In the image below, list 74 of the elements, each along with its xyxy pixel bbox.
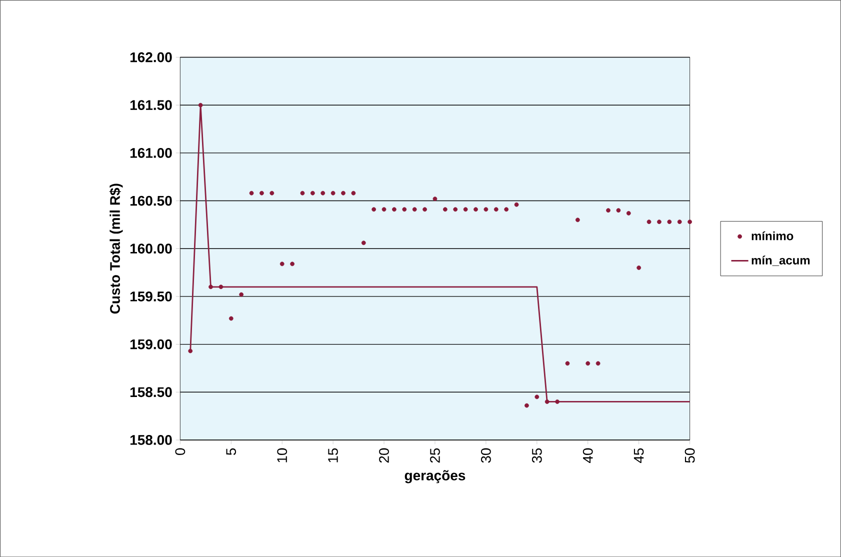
- point: [280, 262, 284, 266]
- point: [677, 220, 682, 224]
- point: [422, 207, 427, 212]
- point: [290, 262, 294, 266]
- point: [208, 284, 213, 289]
- point: [484, 207, 488, 212]
- y-tick-label: 158.50: [130, 387, 172, 397]
- x-tick-label: 0: [175, 448, 186, 455]
- x-tick-label: 40: [582, 448, 593, 463]
- x-tick-label: 5: [226, 448, 236, 455]
- y-tick-label: 161.00: [130, 148, 172, 158]
- point: [596, 361, 600, 366]
- x-tick-label: 35: [532, 448, 542, 463]
- point: [432, 196, 438, 201]
- point: [198, 102, 203, 108]
- point: [442, 207, 448, 212]
- legend-label: mín_acum: [752, 256, 810, 266]
- y-tick-label: 160.00: [130, 244, 172, 254]
- point: [688, 220, 692, 224]
- point: [453, 207, 458, 212]
- x-tick-label: 10: [277, 448, 288, 462]
- legend-label: mínimo: [752, 231, 794, 240]
- point: [667, 220, 672, 224]
- point: [228, 316, 234, 321]
- x-axis-title: gerações: [404, 470, 466, 484]
- y-tick-label: 160.50: [130, 196, 172, 206]
- point: [320, 190, 326, 196]
- point: [494, 207, 498, 212]
- x-tick-label: 20: [379, 448, 389, 463]
- point: [310, 190, 315, 196]
- point: [636, 265, 642, 270]
- point: [555, 399, 560, 404]
- point: [534, 394, 540, 400]
- x-tick-label: 30: [480, 448, 491, 463]
- point: [514, 202, 519, 207]
- point: [270, 190, 274, 196]
- y-tick-label: 158.00: [130, 434, 172, 445]
- point: [249, 190, 254, 196]
- x-tick-label: 15: [328, 448, 338, 462]
- y-tick-label: 159.50: [130, 291, 172, 302]
- x-tick-label: 25: [430, 448, 440, 463]
- point: [382, 207, 386, 212]
- point: [575, 218, 580, 222]
- y-tick-label: 161.50: [130, 100, 172, 110]
- point: [657, 220, 662, 224]
- point: [300, 190, 305, 196]
- point: [626, 210, 631, 216]
- point: [544, 399, 550, 404]
- point: [565, 361, 570, 366]
- point: [330, 190, 336, 196]
- point: [412, 207, 417, 212]
- x-tick-label: 45: [634, 448, 644, 463]
- point: [463, 207, 468, 212]
- x-tick-label: 50: [684, 448, 695, 463]
- point: [402, 207, 407, 212]
- y-tick-label: 159.00: [130, 339, 172, 350]
- point: [188, 348, 193, 354]
- point: [504, 207, 509, 212]
- point: [606, 208, 610, 212]
- point: [616, 208, 621, 212]
- point: [260, 190, 264, 196]
- point: [586, 361, 590, 366]
- point: [646, 220, 652, 224]
- point: [372, 207, 376, 212]
- y-tick-label: 162.00: [130, 52, 172, 62]
- y-axis-title: Custo Total (mil R$): [109, 184, 123, 314]
- point: [392, 207, 396, 212]
- point: [361, 240, 366, 245]
- point: [351, 190, 356, 196]
- point: [474, 207, 478, 212]
- point: [218, 284, 224, 289]
- point: [341, 190, 346, 196]
- point: [239, 292, 244, 297]
- point: [524, 403, 529, 408]
